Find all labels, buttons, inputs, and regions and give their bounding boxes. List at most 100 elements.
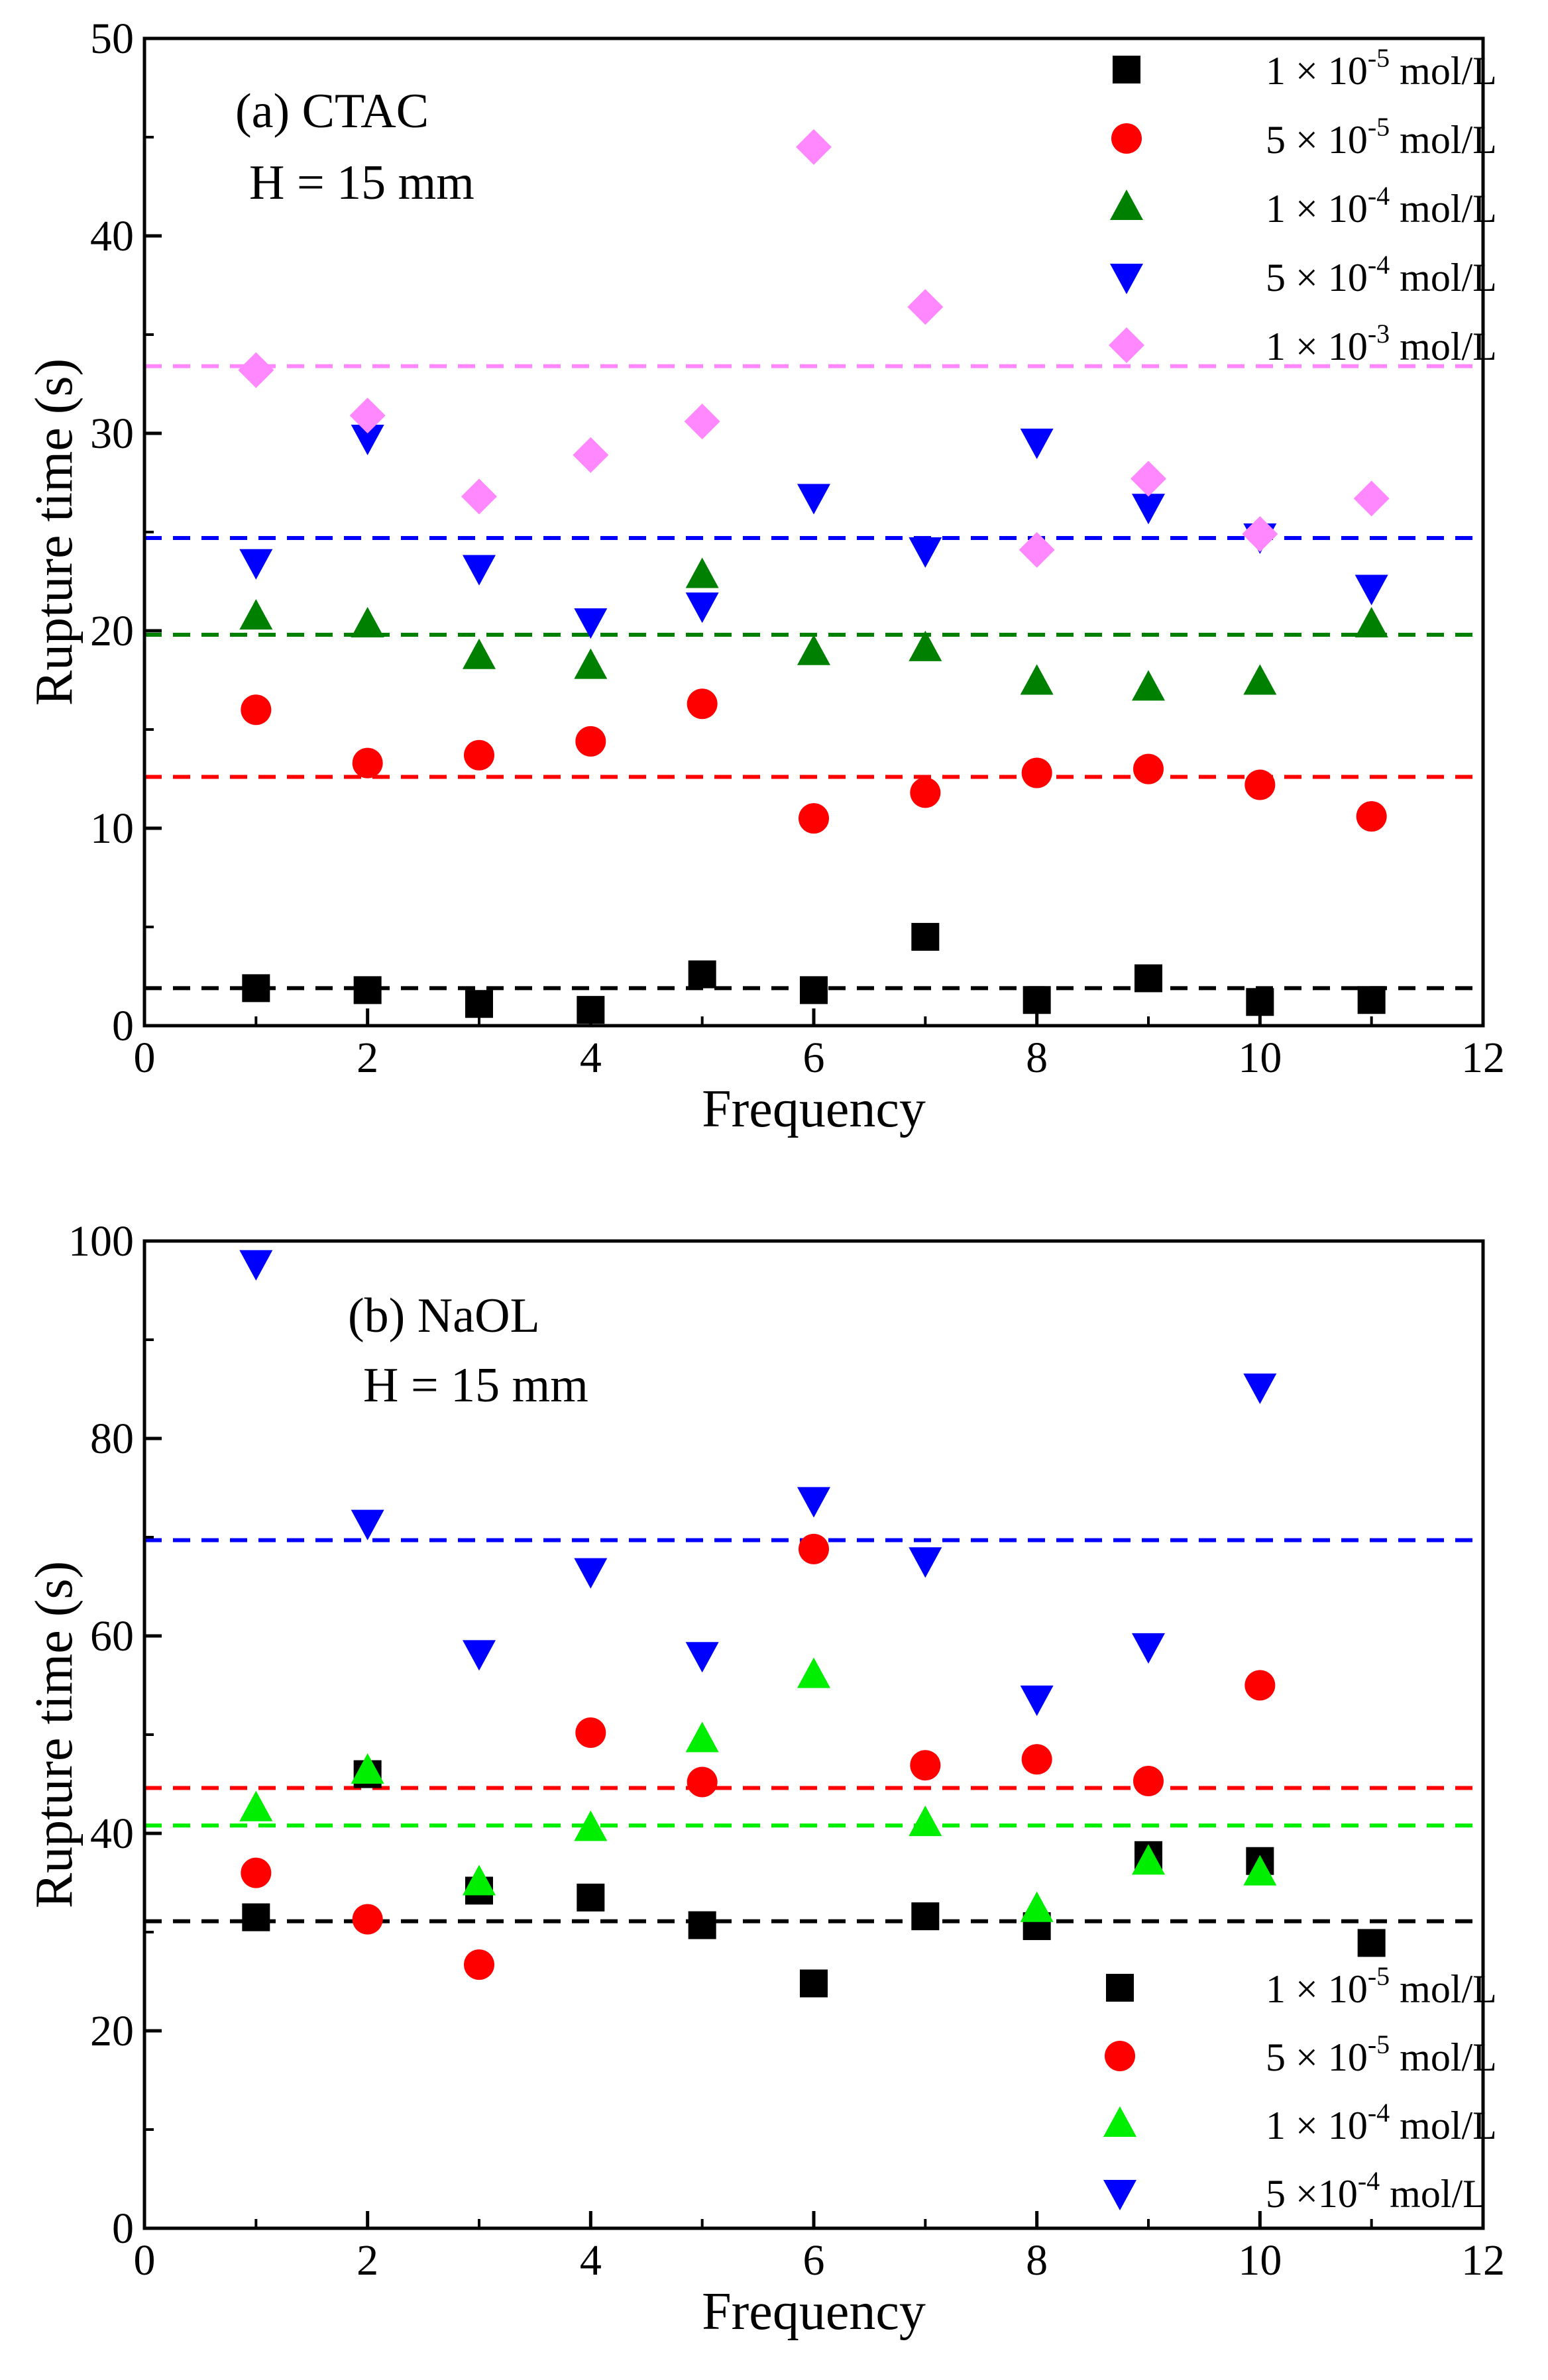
data-point [911,1902,940,1931]
data-point [241,1857,272,1888]
data-point [352,1904,383,1935]
data-point [463,638,496,669]
y-tick-label: 10 [90,804,134,853]
y-tick-label: 60 [90,1612,134,1660]
data-point [799,803,829,834]
data-point [1243,664,1277,695]
data-point [1021,757,1052,788]
data-point [351,1753,384,1784]
data-point [1244,769,1276,800]
data-point [1020,664,1054,695]
legend-label: 1 × 10-5 mol/L [1266,1961,1497,2011]
legend-marker [1106,1974,1134,2002]
data-point [909,1806,942,1837]
data-point [464,1949,494,1980]
data-point [239,599,273,630]
data-point [575,1717,606,1749]
panel-b-axis-ticks: 0 2 4 6 8 10 12 0 20 40 60 80 100 [68,1217,1505,2285]
data-point [907,289,944,325]
legend-marker [1105,2041,1135,2071]
data-point [574,1810,608,1841]
data-point [688,1911,716,1939]
data-point [1356,801,1387,832]
data-point [461,478,497,515]
x-tick-label: 2 [357,1034,378,1082]
y-tick-label: 0 [112,1002,134,1050]
panel-a-legend: 1 × 10-5 mol/L 5 × 10-5 mol/L 1 × 10-4 mol… [1109,43,1497,368]
legend-marker [1113,56,1140,83]
data-point [797,634,830,665]
legend-marker [1103,2180,1136,2210]
data-point [1353,480,1390,517]
data-point [687,1766,718,1798]
x-tick-label: 6 [803,2236,825,2285]
data-point [463,1640,496,1671]
legend-label: 5 × 10-5 mol/L [1266,2029,1497,2079]
data-point [574,648,608,679]
panel-a-x-axis-title: Frequency [702,1080,926,1138]
panel-a-subtitle: H = 15 mm [249,156,474,210]
data-point [685,1721,719,1753]
data-point [909,630,942,661]
data-point [685,592,719,623]
x-tick-label: 0 [134,2236,156,2285]
data-point [351,1509,384,1541]
data-point [1132,494,1165,525]
data-point [1131,460,1166,497]
data-point [799,1533,829,1564]
panel-b-legend: 1 × 10-5 mol/L 5 × 10-5 mol/L 1 × 10-4 mol… [1103,1961,1497,2216]
legend-label: 5 × 10-5 mol/L [1266,112,1497,162]
x-tick-label: 4 [580,1034,602,1082]
data-point [797,1487,830,1518]
y-tick-label: 40 [90,1810,134,1858]
data-point [1021,1744,1052,1775]
legend-marker [1103,2106,1136,2137]
data-point [687,688,718,720]
x-tick-label: 2 [357,2236,378,2285]
data-point [242,974,270,1002]
legend-marker [1109,327,1144,363]
legend-marker [1110,264,1143,294]
data-point [1019,531,1055,568]
data-point [1357,986,1386,1014]
data-point [910,777,941,808]
data-point [1244,1670,1276,1701]
legend-label: 1 × 10-4 mol/L [1266,181,1497,231]
x-tick-label: 4 [580,2236,602,2285]
data-point [239,1250,273,1281]
data-point [1133,1766,1164,1797]
data-point [575,726,606,757]
data-point [1133,753,1164,784]
data-point [574,608,608,639]
data-point [351,424,384,455]
y-tick-label: 20 [90,2007,134,2055]
panel-b-naol-chart: 0 2 4 6 8 10 12 0 20 40 60 80 100 Frequency Rupture … [25,1217,1505,2341]
data-point [1132,670,1165,701]
data-point [1020,428,1054,459]
legend-marker [1111,123,1142,154]
data-point [463,555,496,586]
data-point [465,990,493,1018]
y-tick-label: 20 [90,607,134,655]
data-point [910,1750,941,1781]
data-point [1242,515,1278,552]
x-tick-label: 8 [1026,2236,1048,2285]
data-point [1243,1855,1277,1886]
panel-b-y-axis-title: Rupture time (s) [25,1561,83,1908]
data-point [352,747,383,779]
data-point [241,694,272,726]
panel-b-x-axis-title: Frequency [702,2283,926,2341]
x-tick-label: 10 [1238,2236,1282,2285]
data-point [351,607,384,638]
panel-a-axis-ticks: 0 2 4 6 8 10 12 0 10 20 30 40 50 [90,15,1505,1082]
x-tick-label: 12 [1461,1034,1505,1082]
data-point [573,437,609,473]
panel-a-data-points [238,129,1390,1024]
x-tick-label: 8 [1026,1034,1048,1082]
data-point [1354,607,1388,638]
data-point [685,557,719,588]
data-point [1132,1633,1165,1664]
y-tick-label: 80 [90,1415,134,1463]
data-point [796,129,832,165]
